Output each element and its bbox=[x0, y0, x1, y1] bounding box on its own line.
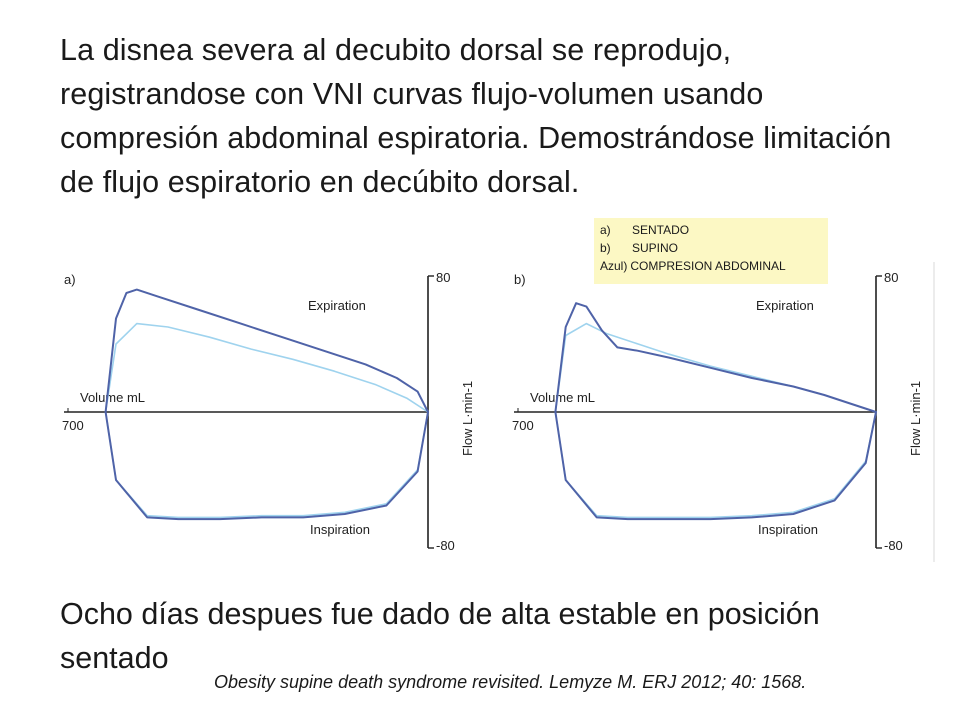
y-tick-label-top: 80 bbox=[884, 270, 898, 285]
legend-key: Azul) bbox=[600, 259, 628, 273]
x-axis-label: Volume mL bbox=[80, 390, 145, 405]
legend-label: SUPINO bbox=[632, 241, 679, 255]
inspiration-label: Inspiration bbox=[310, 522, 370, 537]
y-axis-label: Flow L·min-1 bbox=[460, 381, 475, 456]
legend-label: COMPRESION ABDOMINAL bbox=[630, 259, 786, 273]
x-tick-label: 700 bbox=[62, 418, 84, 433]
expiration-curve-seated bbox=[104, 288, 429, 413]
slide-title: La disnea severa al decubito dorsal se r… bbox=[60, 33, 892, 199]
inspiration-curve-seated bbox=[104, 411, 429, 521]
y-axis-label: Flow L·min-1 bbox=[908, 381, 923, 456]
legend-item: b) SUPINO bbox=[600, 239, 828, 257]
legend-item: a) SENTADO bbox=[600, 221, 828, 239]
conclusion-text: Ocho días despues fue dado de alta estab… bbox=[60, 597, 820, 675]
expiration-label: Expiration bbox=[308, 298, 366, 313]
inspiration-curve-abdominal-compression bbox=[104, 411, 429, 519]
legend-item: Azul) COMPRESION ABDOMINAL bbox=[600, 257, 828, 275]
inspiration-curve-supine bbox=[554, 411, 877, 521]
expiration-curve-supine bbox=[554, 302, 877, 413]
expiration-curve-abdominal-compression bbox=[104, 322, 429, 413]
legend-box: a) SENTADO b) SUPINO Azul) COMPRESION ABDOM… bbox=[594, 218, 828, 284]
legend-key: b) bbox=[600, 241, 611, 255]
x-axis-label: Volume mL bbox=[530, 390, 595, 405]
expiration-curve-abdominal-compression bbox=[554, 322, 877, 413]
citation: Obesity supine death syndrome revisited.… bbox=[214, 672, 807, 692]
legend-label: SENTADO bbox=[632, 223, 690, 237]
x-tick-label: 700 bbox=[512, 418, 534, 433]
y-tick-label-bottom: -80 bbox=[436, 538, 455, 553]
panel-label: a) bbox=[64, 272, 76, 287]
y-tick-label-top: 80 bbox=[436, 270, 450, 285]
y-tick-label-bottom: -80 bbox=[884, 538, 903, 553]
panel-label: b) bbox=[514, 272, 526, 287]
expiration-label: Expiration bbox=[756, 298, 814, 313]
inspiration-label: Inspiration bbox=[758, 522, 818, 537]
legend-key: a) bbox=[600, 223, 611, 237]
